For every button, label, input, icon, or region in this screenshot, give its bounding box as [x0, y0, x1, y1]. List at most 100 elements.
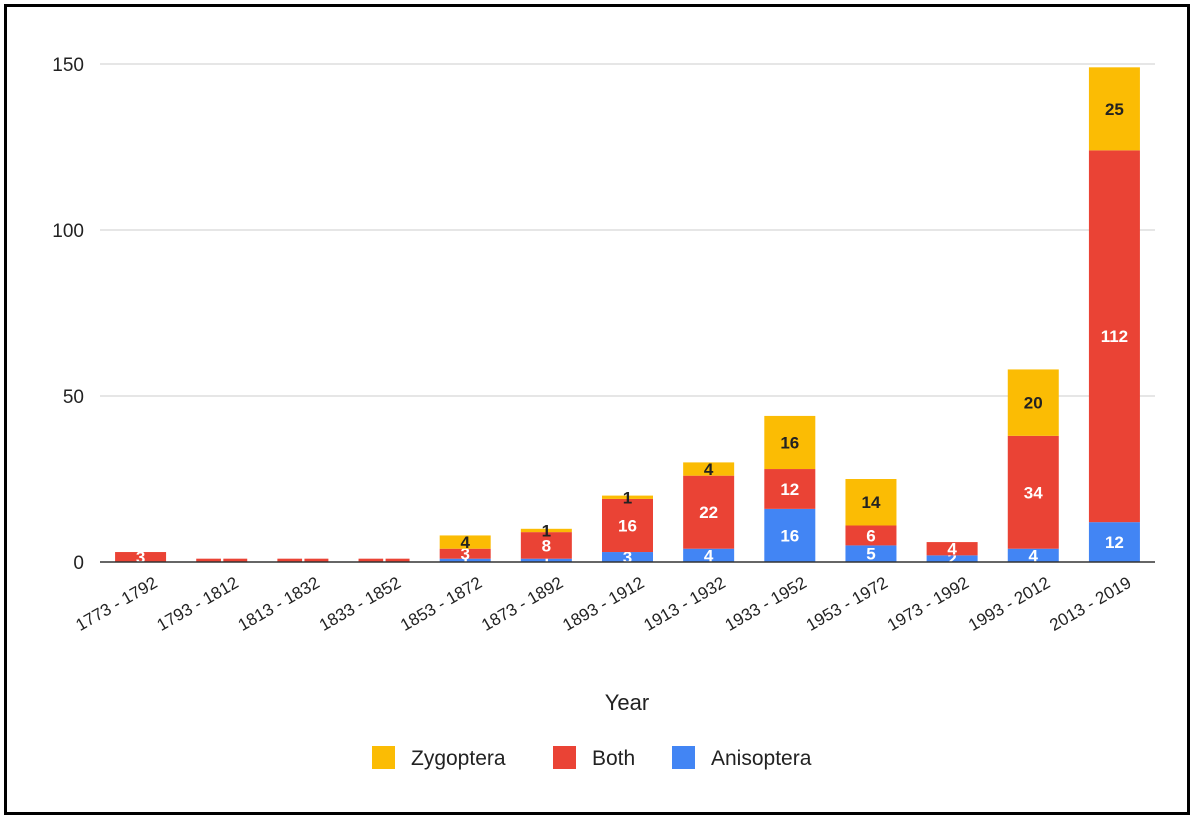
- data-label: 4: [947, 540, 957, 559]
- data-label: 1: [379, 551, 388, 570]
- bar-segment-both: [520, 532, 572, 559]
- bar-segment-both: [439, 548, 491, 559]
- bar-segment-both: [1007, 435, 1059, 549]
- legend-label: Zygoptera: [411, 747, 506, 770]
- bar-segment-zygoptera: [520, 528, 572, 533]
- chart-frame: [4, 4, 1190, 815]
- data-label: 1: [542, 521, 551, 540]
- x-tick-label: 1833 - 1852: [316, 573, 404, 635]
- bar-segment-both: [683, 475, 735, 549]
- data-label: 1: [623, 488, 632, 507]
- x-axis-title: Year: [605, 690, 649, 715]
- x-tick-label: 1893 - 1912: [559, 573, 647, 635]
- bar-segment-zygoptera: [602, 495, 653, 499]
- x-tick-label: 1913 - 1932: [641, 573, 729, 635]
- bar-segment-anisoptera: [926, 555, 978, 562]
- bar-segment-anisoptera: [764, 508, 816, 562]
- data-label: 12: [780, 480, 799, 499]
- x-tick-label: 1973 - 1992: [884, 573, 972, 635]
- bar-stack: 4 22 4: [683, 460, 735, 565]
- legend-item-zygoptera: Zygoptera: [372, 746, 506, 770]
- bar-segment-anisoptera: [439, 558, 491, 562]
- bar-stack: 1: [196, 551, 248, 570]
- data-label: 25: [1105, 100, 1124, 119]
- data-label: 16: [618, 516, 637, 535]
- data-label: 2: [947, 550, 956, 569]
- bar-segment-zygoptera: [683, 462, 735, 476]
- data-label: 1: [217, 551, 226, 570]
- y-tick-label: 100: [52, 221, 84, 242]
- bar-segment-both: [115, 552, 167, 562]
- bar-segment-anisoptera: [520, 558, 572, 562]
- data-label: 1: [298, 551, 307, 570]
- data-label: 6: [866, 526, 875, 545]
- legend-item-both: Both: [553, 746, 635, 770]
- bar-stack: 3 16 1: [602, 488, 653, 567]
- bar-stack: 4 34 20: [1007, 369, 1059, 565]
- bar-segment-both: [845, 525, 897, 546]
- bar-segment-both: [764, 469, 816, 509]
- bar-segment-zygoptera: [845, 479, 897, 526]
- legend-swatch: [372, 746, 395, 769]
- bar-stack: 1: [358, 551, 410, 570]
- y-tick-label: 0: [73, 553, 84, 574]
- data-label: 1: [460, 551, 469, 570]
- bar-stack: 12 112 25: [1088, 67, 1140, 562]
- data-label: 4: [460, 533, 470, 552]
- x-tick-label: 1953 - 1972: [803, 573, 891, 635]
- data-label: 5: [866, 545, 875, 564]
- bar-segment-anisoptera: [1007, 548, 1059, 562]
- data-label: 3: [460, 545, 469, 564]
- x-tick-label: 1933 - 1952: [722, 573, 810, 635]
- x-tick-label: 2013 - 2019: [1046, 573, 1134, 635]
- bar-stack: 3: [115, 548, 167, 567]
- data-label: 4: [704, 546, 714, 565]
- bar-segment-anisoptera: [1088, 522, 1140, 562]
- bar-stack: 16 12 16: [764, 415, 816, 562]
- data-label: 4: [704, 460, 714, 479]
- bar-stack: 134: [439, 533, 491, 570]
- bar-segment-both: [926, 542, 978, 556]
- y-tick-label: 150: [52, 55, 84, 76]
- bar-stack: 1: [277, 551, 329, 570]
- bar-segment-both: [277, 558, 329, 562]
- bar-segment-both: [1088, 150, 1140, 523]
- data-label: 12: [1105, 533, 1124, 552]
- data-label: 4: [1029, 546, 1039, 565]
- y-tick-label: 50: [63, 387, 84, 408]
- bar-segment-both: [196, 558, 248, 562]
- x-tick-label: 1853 - 1872: [397, 573, 485, 635]
- data-label: 3: [623, 548, 632, 567]
- x-tick-label: 1873 - 1892: [478, 573, 566, 635]
- data-label: 16: [780, 433, 799, 452]
- data-label: 8: [542, 536, 551, 555]
- bar-segment-zygoptera: [439, 535, 491, 549]
- bar-stack: 181: [520, 521, 572, 570]
- bar-segment-zygoptera: [1007, 369, 1059, 436]
- x-tick-label: 1813 - 1832: [235, 573, 323, 635]
- legend-label: Anisoptera: [711, 747, 812, 770]
- data-label: 3: [136, 548, 145, 567]
- legend-swatch: [672, 746, 695, 769]
- data-label: 22: [699, 503, 718, 522]
- bar-segment-zygoptera: [764, 415, 816, 470]
- bar-segment-anisoptera: [602, 552, 653, 562]
- bar-segment-zygoptera: [1088, 67, 1140, 151]
- bar-segment-anisoptera: [683, 548, 735, 562]
- bar-segment-both: [602, 498, 653, 553]
- bar-stack: 24: [926, 540, 978, 569]
- data-label: 16: [780, 526, 799, 545]
- legend-swatch: [553, 746, 576, 769]
- data-label: 112: [1101, 327, 1128, 346]
- y-axis-ticks: 0 50 100 150: [52, 55, 84, 574]
- data-label: 20: [1024, 394, 1043, 413]
- bar-segment-both: [358, 558, 410, 562]
- gridlines: [100, 63, 1155, 397]
- x-tick-label: 1793 - 1812: [154, 573, 242, 635]
- data-label: 14: [862, 493, 881, 512]
- bar-stack: 56 14: [845, 479, 897, 564]
- legend: Zygoptera Both Anisoptera: [372, 746, 812, 770]
